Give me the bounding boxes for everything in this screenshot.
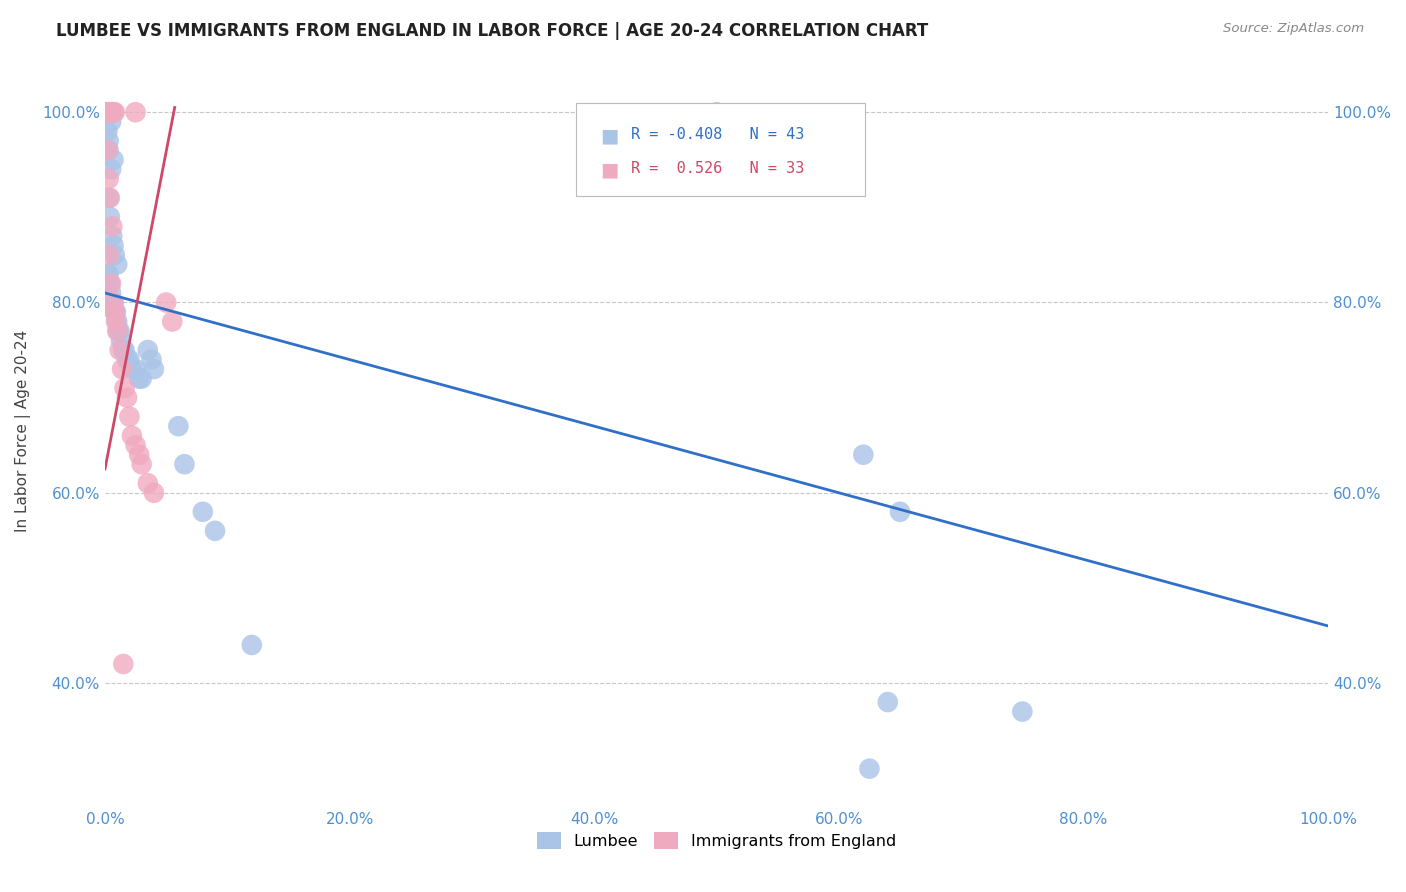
Point bbox=[103, 238, 125, 252]
Point bbox=[98, 277, 121, 291]
Point bbox=[104, 105, 127, 120]
Point bbox=[97, 248, 120, 262]
Point bbox=[136, 343, 159, 357]
Text: Source: ZipAtlas.com: Source: ZipAtlas.com bbox=[1223, 22, 1364, 36]
Point bbox=[104, 305, 127, 319]
Point bbox=[112, 657, 135, 671]
Point bbox=[124, 362, 146, 376]
Point bbox=[104, 305, 127, 319]
Point bbox=[889, 505, 911, 519]
Point bbox=[858, 762, 880, 776]
Point bbox=[110, 334, 132, 348]
Point bbox=[98, 105, 121, 120]
Point bbox=[97, 143, 120, 157]
Point bbox=[98, 191, 121, 205]
Point bbox=[100, 114, 122, 128]
Point bbox=[101, 219, 124, 234]
Point bbox=[128, 371, 150, 385]
Point bbox=[115, 352, 138, 367]
Point bbox=[100, 105, 122, 120]
Point bbox=[103, 295, 125, 310]
Point bbox=[128, 448, 150, 462]
Point bbox=[142, 362, 165, 376]
Point bbox=[142, 485, 165, 500]
Point bbox=[100, 285, 122, 300]
Point bbox=[105, 314, 128, 328]
Point bbox=[100, 277, 122, 291]
Point bbox=[104, 305, 127, 319]
Point bbox=[240, 638, 263, 652]
Point bbox=[191, 505, 214, 519]
Point bbox=[114, 343, 136, 357]
Point bbox=[100, 162, 122, 177]
Point bbox=[121, 362, 143, 376]
Point bbox=[124, 438, 146, 452]
Point bbox=[105, 324, 128, 338]
Point bbox=[98, 210, 121, 224]
Point bbox=[121, 428, 143, 442]
Text: R =  0.526   N = 33: R = 0.526 N = 33 bbox=[631, 161, 804, 176]
Point bbox=[101, 105, 124, 120]
Point bbox=[100, 105, 122, 120]
Point bbox=[111, 362, 134, 376]
Point bbox=[1011, 705, 1033, 719]
Point bbox=[173, 457, 195, 471]
Point bbox=[124, 105, 146, 120]
Point bbox=[96, 124, 118, 138]
Point bbox=[104, 314, 127, 328]
Point bbox=[96, 105, 118, 120]
Point bbox=[105, 257, 128, 271]
Point bbox=[112, 343, 135, 357]
Point bbox=[103, 295, 125, 310]
Point bbox=[204, 524, 226, 538]
Point bbox=[155, 295, 177, 310]
Y-axis label: In Labor Force | Age 20-24: In Labor Force | Age 20-24 bbox=[15, 330, 31, 532]
Point bbox=[103, 105, 125, 120]
Point bbox=[97, 134, 120, 148]
Text: ■: ■ bbox=[600, 161, 619, 179]
Point bbox=[167, 419, 190, 434]
Point bbox=[97, 191, 120, 205]
Legend: Lumbee, Immigrants from England: Lumbee, Immigrants from England bbox=[530, 826, 903, 855]
Point bbox=[96, 143, 118, 157]
Point bbox=[141, 352, 163, 367]
Point bbox=[706, 105, 728, 120]
Point bbox=[97, 105, 120, 120]
Point bbox=[97, 171, 120, 186]
Point bbox=[101, 228, 124, 243]
Point bbox=[101, 295, 124, 310]
Text: R = -0.408   N = 43: R = -0.408 N = 43 bbox=[631, 127, 804, 142]
Text: ■: ■ bbox=[600, 127, 619, 145]
Point bbox=[114, 381, 136, 395]
Point bbox=[108, 324, 131, 338]
Point bbox=[131, 457, 153, 471]
Point bbox=[118, 409, 141, 424]
Point bbox=[115, 391, 138, 405]
Point bbox=[97, 267, 120, 281]
Point bbox=[107, 324, 129, 338]
Point bbox=[136, 476, 159, 491]
Point bbox=[118, 352, 141, 367]
Point bbox=[876, 695, 898, 709]
Text: LUMBEE VS IMMIGRANTS FROM ENGLAND IN LABOR FORCE | AGE 20-24 CORRELATION CHART: LUMBEE VS IMMIGRANTS FROM ENGLAND IN LAB… bbox=[56, 22, 928, 40]
Point bbox=[108, 343, 131, 357]
Point bbox=[131, 371, 153, 385]
Point bbox=[104, 248, 127, 262]
Point bbox=[162, 314, 184, 328]
Point bbox=[96, 105, 118, 120]
Point bbox=[852, 448, 875, 462]
Point bbox=[103, 153, 125, 167]
Point bbox=[96, 267, 118, 281]
